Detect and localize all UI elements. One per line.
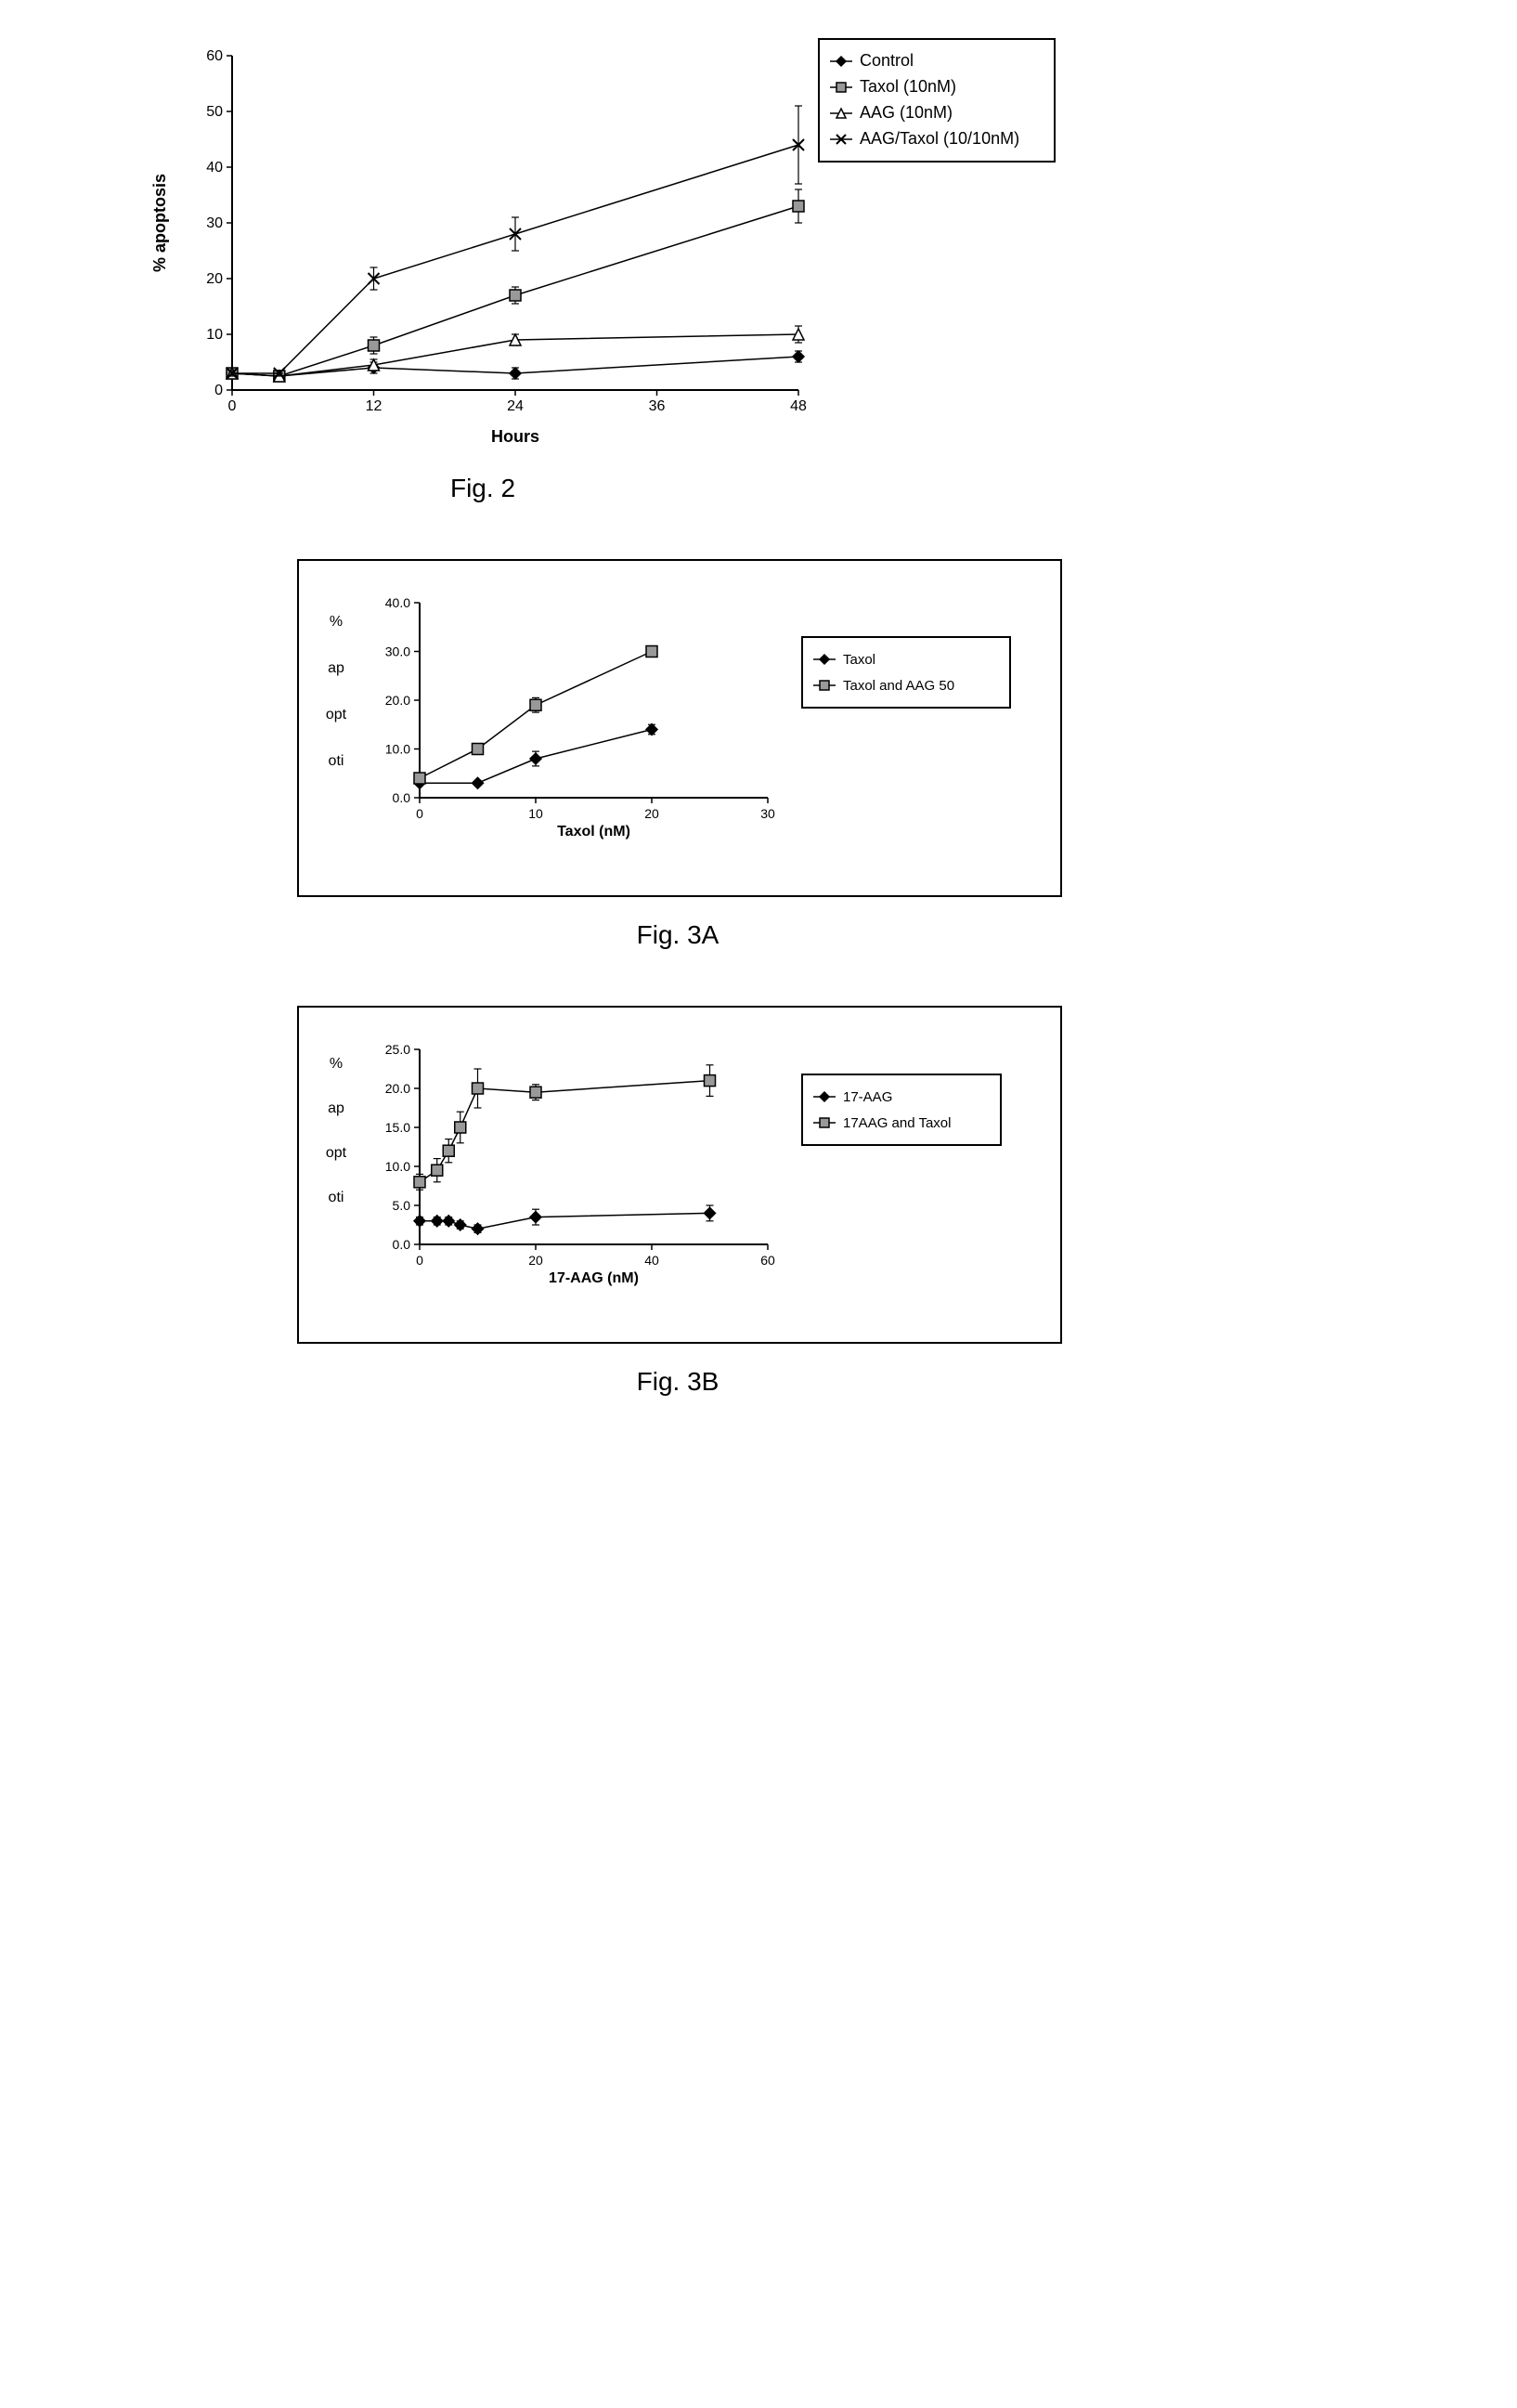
svg-text:50: 50 xyxy=(206,104,223,120)
svg-text:60: 60 xyxy=(760,1253,775,1268)
svg-text:10.0: 10.0 xyxy=(385,742,410,757)
svg-text:0.0: 0.0 xyxy=(393,1237,411,1252)
svg-text:17-AAG (nM): 17-AAG (nM) xyxy=(549,1270,639,1286)
fig2-chart: 0 12 24 36 48 0 10 20 30 40 50 60 Hours % apoptosis xyxy=(149,37,817,455)
svg-text:30: 30 xyxy=(206,215,223,231)
svg-text:25.0: 25.0 xyxy=(385,1042,410,1057)
fig3b-caption: Fig. 3B xyxy=(297,1367,1058,1397)
svg-text:Taxol (10nM): Taxol (10nM) xyxy=(860,77,956,96)
svg-text:%: % xyxy=(330,614,343,630)
fig3a-box: 0 10 20 30 0.0 10.0 20.0 30.0 40.0 Taxol (nM)% ap o… xyxy=(297,559,1062,897)
svg-text:0: 0 xyxy=(416,806,423,821)
svg-text:20.0: 20.0 xyxy=(385,1081,410,1096)
svg-text:oti: oti xyxy=(329,753,344,769)
svg-text:Taxol (nM): Taxol (nM) xyxy=(557,824,630,840)
svg-text:Taxol: Taxol xyxy=(843,652,875,668)
fig2-caption: Fig. 2 xyxy=(149,474,817,503)
fig3b-box: 0 20 40 60 0.0 5.0 10.0 15.0 20.0 25.0 17-AAG (nM)… xyxy=(297,1006,1062,1344)
svg-text:opt: opt xyxy=(326,1145,347,1161)
svg-text:40: 40 xyxy=(206,160,223,176)
svg-text:%: % xyxy=(330,1056,343,1072)
fig3a-chart: 0 10 20 30 0.0 10.0 20.0 30.0 40.0 Taxol (nM)% ap o… xyxy=(299,561,1060,895)
svg-text:12: 12 xyxy=(366,398,382,414)
svg-text:oti: oti xyxy=(329,1190,344,1205)
svg-text:20.0: 20.0 xyxy=(385,693,410,708)
fig2-legend: Control Taxol (10nM) AAG (10nM) AAG/Taxol (… xyxy=(817,37,1058,165)
svg-text:20: 20 xyxy=(528,1253,543,1268)
svg-text:30: 30 xyxy=(760,806,775,821)
svg-text:17-AAG: 17-AAG xyxy=(843,1089,892,1105)
svg-text:48: 48 xyxy=(790,398,807,414)
svg-text:% apoptosis: % apoptosis xyxy=(150,174,169,272)
svg-text:60: 60 xyxy=(206,48,223,64)
svg-text:17AAG and Taxol: 17AAG and Taxol xyxy=(843,1115,951,1131)
svg-text:Taxol and AAG 50: Taxol and AAG 50 xyxy=(843,678,954,694)
svg-text:40: 40 xyxy=(644,1253,659,1268)
fig3a-caption: Fig. 3A xyxy=(297,920,1058,950)
svg-text:5.0: 5.0 xyxy=(393,1198,411,1213)
svg-text:opt: opt xyxy=(326,707,347,722)
svg-text:10.0: 10.0 xyxy=(385,1159,410,1174)
svg-text:ap: ap xyxy=(328,1100,344,1116)
svg-text:0: 0 xyxy=(416,1253,423,1268)
svg-text:0: 0 xyxy=(214,383,223,398)
figure-2: 0 12 24 36 48 0 10 20 30 40 50 60 Hours % apoptosis C… xyxy=(149,37,1480,503)
svg-text:ap: ap xyxy=(328,660,344,676)
svg-text:20: 20 xyxy=(206,271,223,287)
svg-text:0: 0 xyxy=(228,398,237,414)
figure-3b: 0 20 40 60 0.0 5.0 10.0 15.0 20.0 25.0 17-AAG (nM)… xyxy=(297,1006,1480,1397)
svg-text:Hours: Hours xyxy=(491,427,539,446)
svg-text:20: 20 xyxy=(644,806,659,821)
svg-text:Control: Control xyxy=(860,51,914,70)
svg-text:0.0: 0.0 xyxy=(393,790,411,805)
figure-3a: 0 10 20 30 0.0 10.0 20.0 30.0 40.0 Taxol (nM)% ap o… xyxy=(297,559,1480,950)
svg-text:36: 36 xyxy=(649,398,666,414)
svg-text:30.0: 30.0 xyxy=(385,644,410,659)
svg-text:10: 10 xyxy=(206,327,223,343)
svg-text:AAG (10nM): AAG (10nM) xyxy=(860,103,953,122)
svg-text:AAG/Taxol (10/10nM): AAG/Taxol (10/10nM) xyxy=(860,129,1019,148)
svg-text:24: 24 xyxy=(507,398,524,414)
svg-text:10: 10 xyxy=(528,806,543,821)
svg-text:15.0: 15.0 xyxy=(385,1120,410,1135)
svg-text:40.0: 40.0 xyxy=(385,595,410,610)
fig3b-chart: 0 20 40 60 0.0 5.0 10.0 15.0 20.0 25.0 17-AAG (nM)… xyxy=(299,1008,1060,1342)
